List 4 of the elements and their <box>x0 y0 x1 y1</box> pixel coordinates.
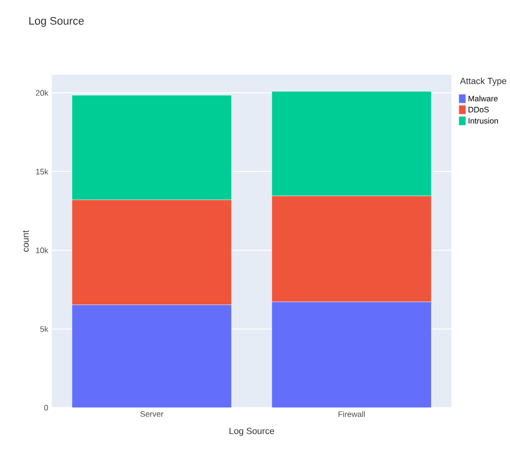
x-axis-title: Log Source <box>230 428 274 436</box>
chart-title: Log Source <box>29 16 84 27</box>
y-axis-title: count <box>22 230 29 252</box>
legend-title: Attack Type <box>460 77 506 86</box>
